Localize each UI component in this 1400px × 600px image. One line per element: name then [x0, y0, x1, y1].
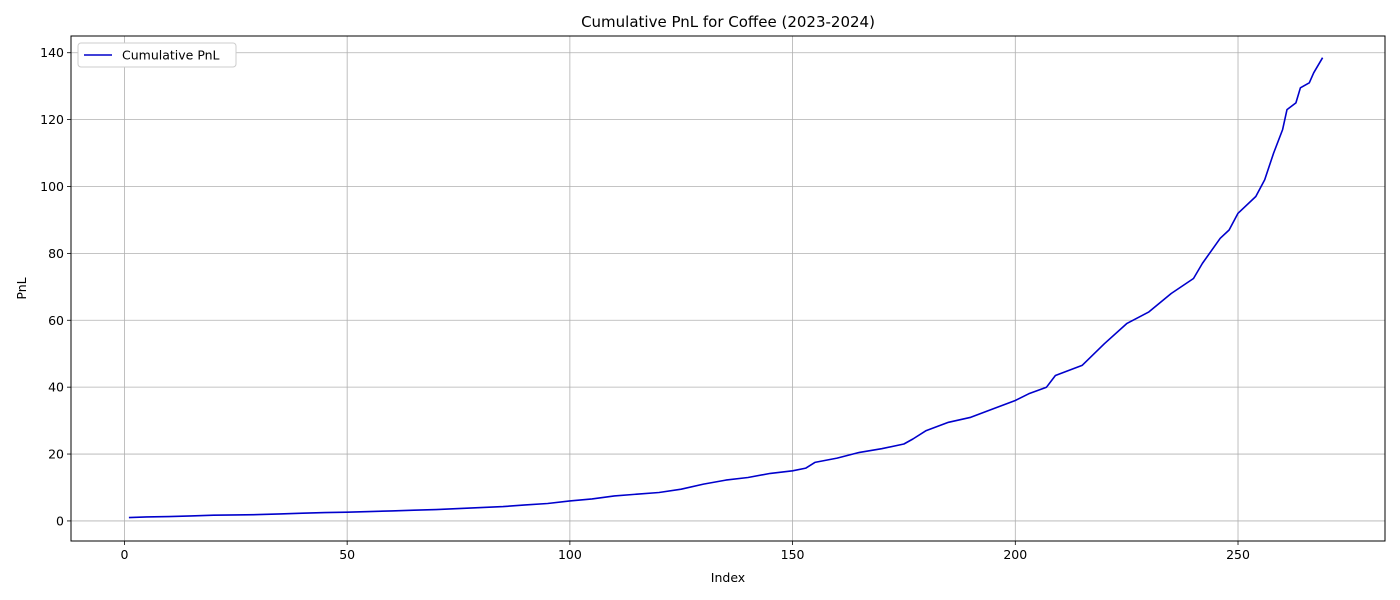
- y-tick-label: 20: [48, 447, 64, 462]
- ticks: 0 50 100 150 200 250 0 20 40 60 80 100 120 140: [40, 45, 1250, 562]
- series-layer: [128, 57, 1324, 519]
- x-tick-label: 250: [1226, 547, 1250, 562]
- y-tick-label: 0: [56, 513, 64, 528]
- y-tick-label: 100: [40, 179, 64, 194]
- y-tick-label: 140: [40, 45, 64, 60]
- x-tick-label: 200: [1003, 547, 1027, 562]
- y-tick-label: 120: [40, 112, 64, 127]
- x-tick-label: 0: [120, 547, 128, 562]
- chart-title: Cumulative PnL for Coffee (2023-2024): [581, 13, 875, 31]
- legend-entry-cumulative-pnl: Cumulative PnL: [122, 48, 220, 63]
- series-line-0: [128, 57, 1324, 519]
- y-tick-label: 80: [48, 246, 64, 261]
- grid: [71, 36, 1385, 541]
- legend-box: [77, 42, 237, 68]
- x-tick-label: 50: [339, 547, 355, 562]
- legend: Cumulative PnL: [77, 42, 237, 68]
- x-tick-label: 150: [781, 547, 805, 562]
- plot-frame: [70, 35, 1386, 542]
- y-tick-label: 40: [48, 380, 64, 395]
- y-tick-label: 60: [48, 313, 64, 328]
- x-tick-label: 100: [558, 547, 582, 562]
- x-axis-label: Index: [711, 570, 745, 585]
- y-axis-label: PnL: [14, 277, 29, 299]
